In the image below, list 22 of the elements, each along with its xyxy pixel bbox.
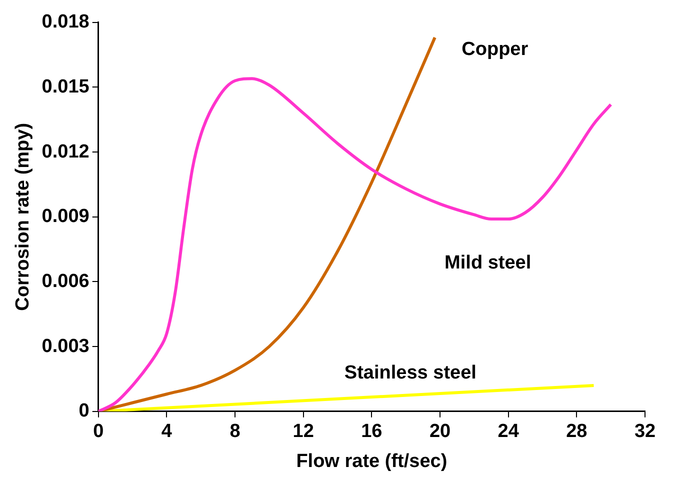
y-tick-label: 0.015 [42, 76, 90, 98]
text: Mild steel [444, 252, 532, 274]
y-tick-label: 0.018 [42, 12, 90, 33]
y-axis-title: Corrosion rate (mpy) [12, 122, 34, 311]
line-series [98, 77, 612, 412]
y-tick-label: 0.006 [42, 270, 90, 292]
x-tick-label: 20 [429, 421, 451, 442]
y-tick-label: 0 [78, 400, 90, 422]
series-label: Copper [462, 38, 529, 60]
x-tick-label: 32 [634, 421, 656, 442]
x-tick-label: 0 [93, 421, 104, 442]
x-axis-title: Flow rate (ft/sec) [296, 450, 448, 472]
x-tick-label: 28 [566, 421, 588, 442]
x-tick-label: 24 [498, 421, 520, 442]
x-tick-label: 12 [292, 421, 314, 442]
x-tick-label: 16 [361, 421, 382, 442]
x-tick-label: 8 [230, 421, 240, 442]
y-tick-label: 0.009 [42, 206, 90, 228]
x-tick-label: 4 [161, 421, 172, 442]
y-tick-label: 0.003 [42, 336, 90, 357]
y-tick-label: 0.012 [42, 141, 90, 162]
series-label: Stainless steel [344, 362, 476, 384]
